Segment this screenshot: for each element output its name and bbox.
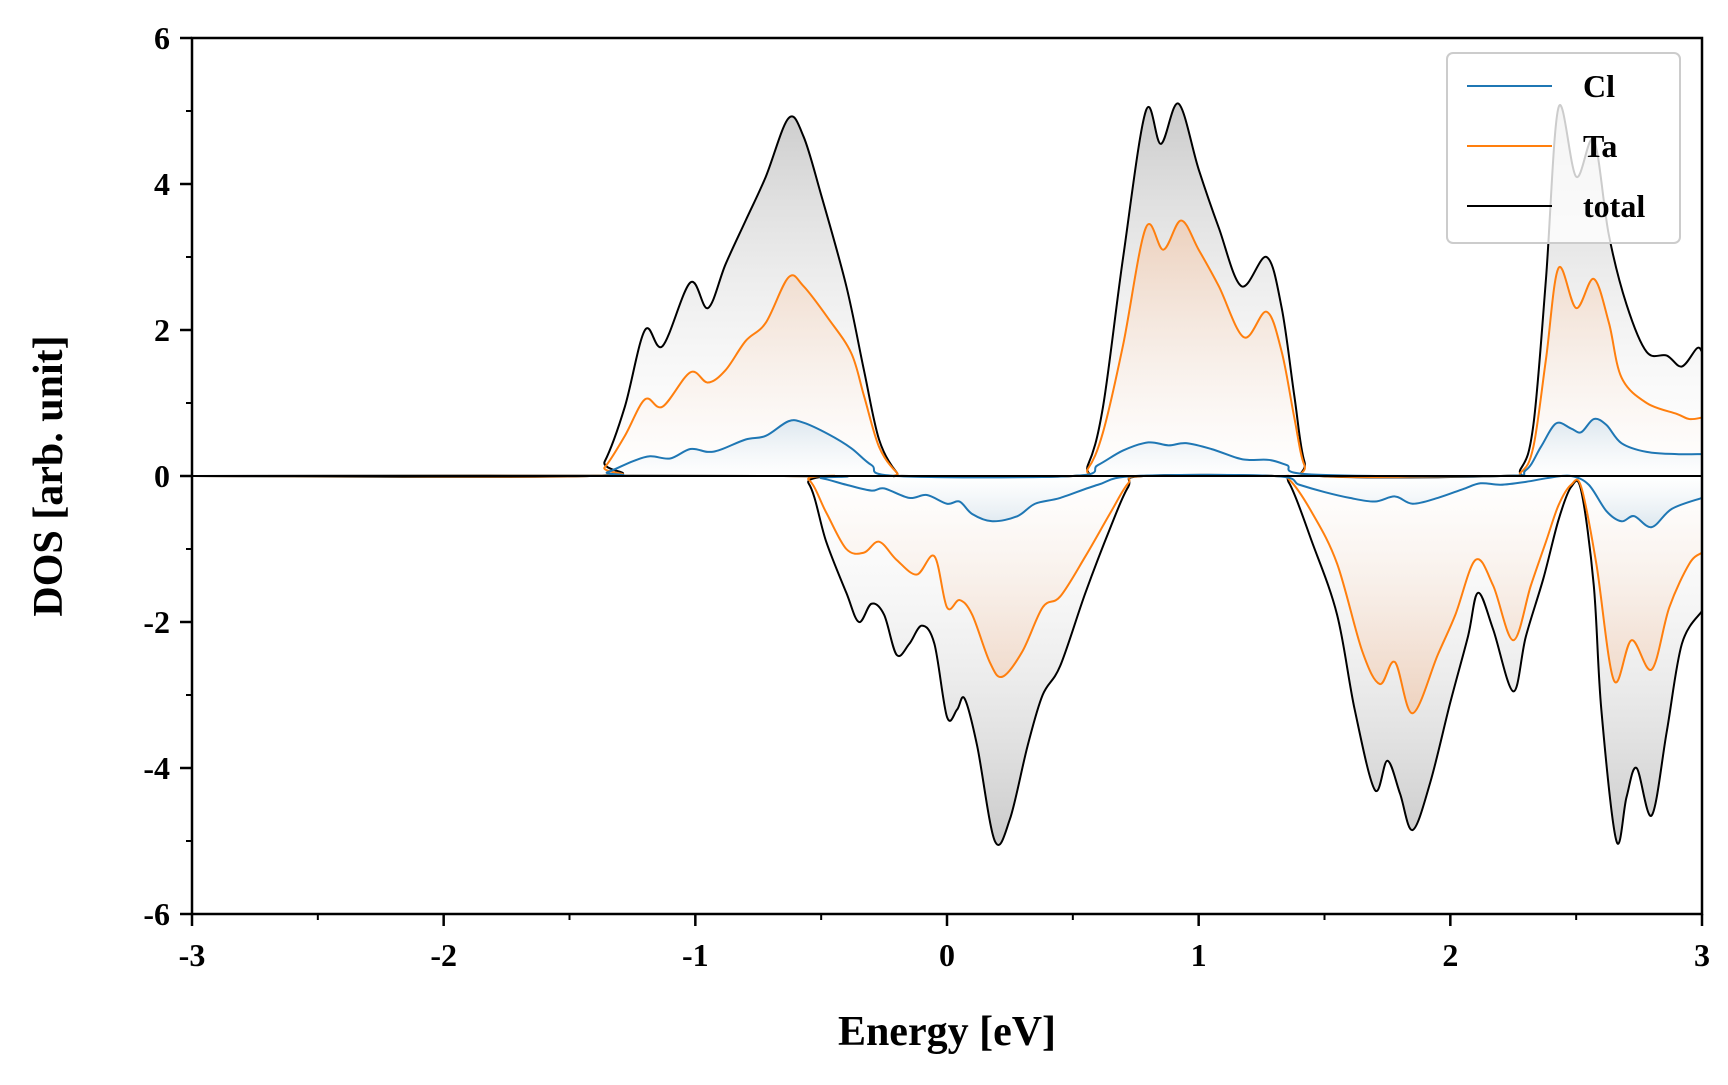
x-tick-label: -2	[430, 937, 457, 973]
x-tick-label: -3	[179, 937, 206, 973]
x-tick-label: 2	[1442, 937, 1458, 973]
x-tick-label: 1	[1191, 937, 1207, 973]
y-tick-label: 2	[154, 312, 170, 348]
fill-total-spin-down	[192, 474, 1702, 845]
y-tick-label: -4	[143, 750, 170, 786]
y-tick-label: 0	[154, 458, 170, 494]
x-tick-label: 0	[939, 937, 955, 973]
y-tick-label: -6	[143, 896, 170, 932]
y-axis-title: DOS [arb. unit]	[26, 335, 72, 616]
x-tick-label: -1	[682, 937, 709, 973]
legend-box	[1446, 52, 1681, 244]
series-lines	[192, 102, 1702, 846]
x-axis-title: Energy [eV]	[838, 1009, 1056, 1055]
y-tick-label: -2	[143, 604, 170, 640]
y-tick-label: 4	[154, 166, 170, 202]
line-total-spin-down	[192, 473, 1702, 846]
line-ta-spin-up	[192, 219, 1702, 478]
line-cl-spin-up	[192, 417, 1702, 479]
x-tick-label: 3	[1694, 937, 1710, 973]
legend-label-cl: Cl	[1583, 68, 1615, 104]
fill-ta-spin-up	[192, 220, 1702, 477]
legend-label-total: total	[1583, 188, 1645, 224]
fill-cl-spin-down	[192, 474, 1702, 528]
fill-cl-spin-up	[192, 418, 1702, 478]
y-tick-label: 6	[154, 20, 170, 56]
legend-label-ta: Ta	[1583, 128, 1617, 164]
axis-ticks: -3 -2 -1 0 1 2 3 -6 -4 -2 0 2 4 6	[143, 20, 1710, 973]
legend: Cl Ta total	[1446, 52, 1681, 244]
